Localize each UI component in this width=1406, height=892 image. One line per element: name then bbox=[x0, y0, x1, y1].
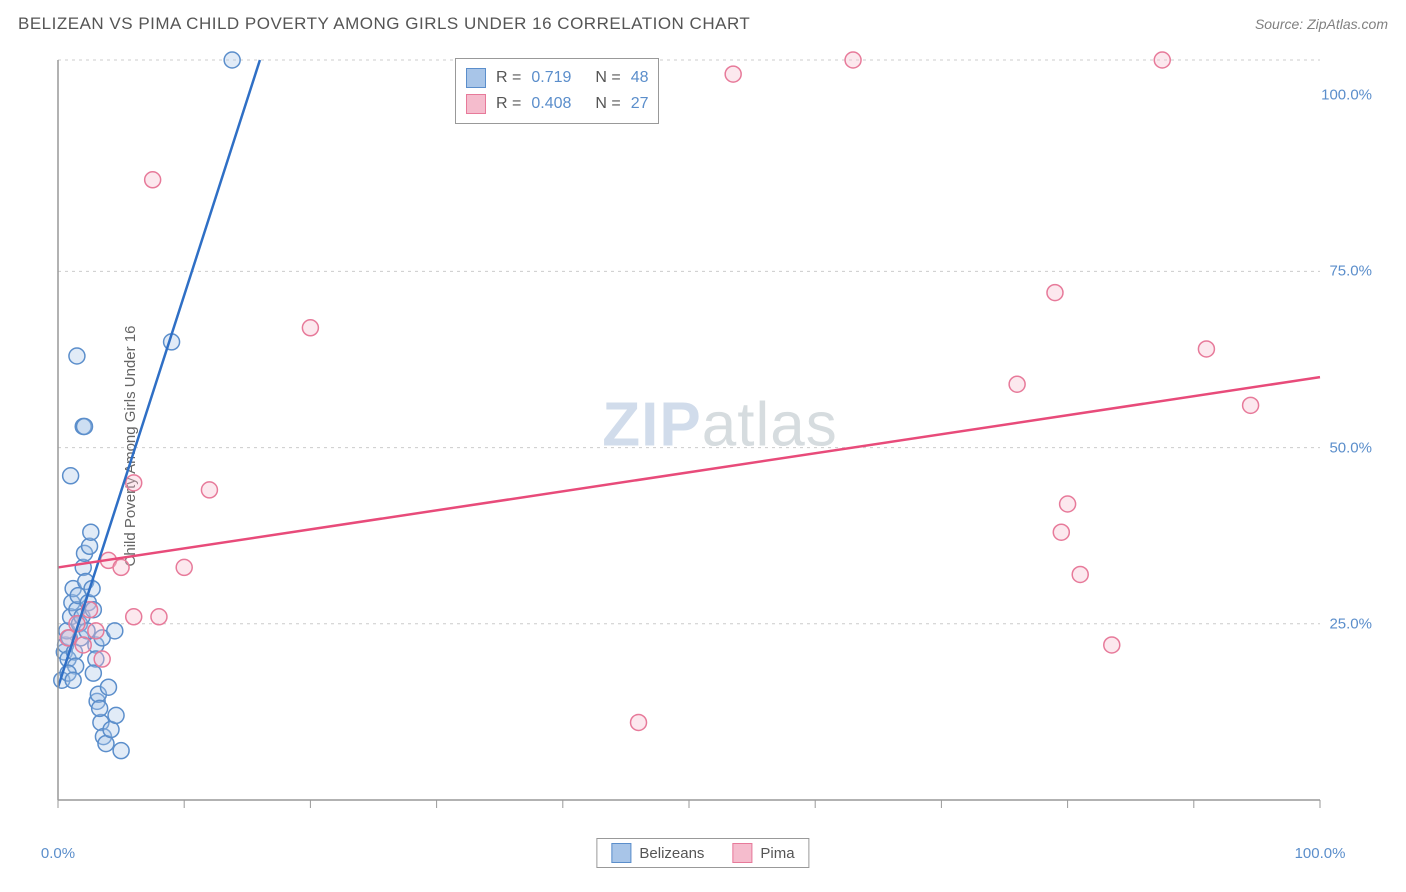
x-tick-label: 0.0% bbox=[41, 845, 75, 862]
y-tick-label: 100.0% bbox=[1321, 87, 1372, 104]
chart-svg bbox=[50, 60, 1390, 820]
y-tick-label: 50.0% bbox=[1329, 439, 1372, 456]
data-point bbox=[725, 66, 741, 82]
legend-r-value: 0.408 bbox=[531, 91, 585, 117]
data-point bbox=[151, 609, 167, 625]
legend-swatch bbox=[466, 94, 486, 114]
trend-line bbox=[58, 377, 1320, 567]
legend-row: R = 0.719 N = 48 bbox=[466, 65, 648, 91]
data-point bbox=[92, 700, 108, 716]
data-point bbox=[1053, 524, 1069, 540]
data-point bbox=[1060, 496, 1076, 512]
data-point bbox=[1154, 52, 1170, 68]
data-point bbox=[126, 609, 142, 625]
data-point bbox=[85, 665, 101, 681]
data-point bbox=[302, 320, 318, 336]
legend-n-value: 27 bbox=[631, 91, 649, 117]
legend-swatch bbox=[611, 843, 631, 863]
source-prefix: Source: bbox=[1255, 16, 1307, 32]
data-point bbox=[201, 482, 217, 498]
y-tick-label: 25.0% bbox=[1329, 615, 1372, 632]
series-legend: Belizeans Pima bbox=[596, 838, 809, 868]
correlation-legend: R = 0.719 N = 48 R = 0.408 N = 27 bbox=[455, 58, 659, 124]
legend-n-label: N = bbox=[595, 65, 620, 91]
chart-title: BELIZEAN VS PIMA CHILD POVERTY AMONG GIR… bbox=[18, 14, 750, 34]
legend-swatch bbox=[466, 68, 486, 88]
legend-n-label: N = bbox=[595, 91, 620, 117]
data-point bbox=[1047, 285, 1063, 301]
legend-n-value: 48 bbox=[631, 65, 649, 91]
data-point bbox=[63, 468, 79, 484]
data-point bbox=[113, 743, 129, 759]
data-point bbox=[69, 348, 85, 364]
source-attribution: Source: ZipAtlas.com bbox=[1255, 16, 1388, 32]
legend-item: Belizeans bbox=[611, 843, 704, 863]
legend-label: Belizeans bbox=[639, 845, 704, 862]
data-point bbox=[75, 637, 91, 653]
data-point bbox=[94, 651, 110, 667]
legend-row: R = 0.408 N = 27 bbox=[466, 91, 648, 117]
data-point bbox=[1072, 566, 1088, 582]
legend-r-label: R = bbox=[496, 65, 521, 91]
legend-swatch bbox=[732, 843, 752, 863]
data-point bbox=[100, 679, 116, 695]
data-point bbox=[1243, 397, 1259, 413]
data-point bbox=[1104, 637, 1120, 653]
legend-label: Pima bbox=[760, 845, 794, 862]
data-point bbox=[224, 52, 240, 68]
y-tick-label: 75.0% bbox=[1329, 263, 1372, 280]
legend-item: Pima bbox=[732, 843, 794, 863]
chart-header: BELIZEAN VS PIMA CHILD POVERTY AMONG GIR… bbox=[0, 0, 1406, 48]
legend-r-label: R = bbox=[496, 91, 521, 117]
data-point bbox=[1009, 376, 1025, 392]
legend-r-value: 0.719 bbox=[531, 65, 585, 91]
data-point bbox=[126, 475, 142, 491]
source-name: ZipAtlas.com bbox=[1307, 16, 1388, 32]
data-point bbox=[845, 52, 861, 68]
data-point bbox=[77, 418, 93, 434]
data-point bbox=[113, 559, 129, 575]
data-point bbox=[145, 172, 161, 188]
trend-line bbox=[58, 60, 260, 687]
data-point bbox=[1198, 341, 1214, 357]
data-point bbox=[176, 559, 192, 575]
data-point bbox=[631, 714, 647, 730]
data-point bbox=[65, 672, 81, 688]
data-point bbox=[83, 524, 99, 540]
data-point bbox=[88, 623, 104, 639]
scatter-plot: ZIPatlas 25.0%50.0%75.0%100.0% bbox=[50, 60, 1390, 820]
data-point bbox=[107, 623, 123, 639]
x-tick-label: 100.0% bbox=[1295, 845, 1346, 862]
data-point bbox=[108, 707, 124, 723]
